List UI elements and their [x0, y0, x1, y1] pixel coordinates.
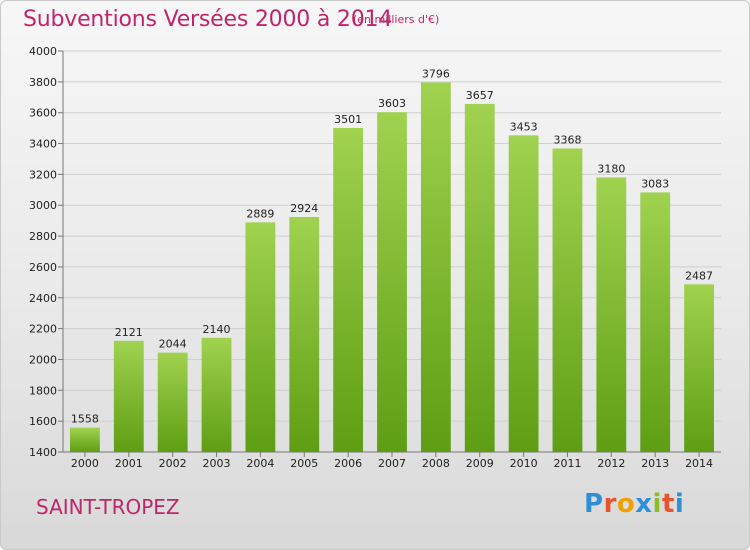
bar-2012	[596, 177, 627, 452]
bars: 1558 2121 2044 2140 2889 2924 3501 3603 3796 3657…	[70, 67, 714, 452]
y-tick-label: 2200	[29, 323, 57, 336]
logo-letter: t	[661, 489, 675, 519]
y-tick-label: 2400	[29, 292, 57, 305]
x-tick-label-2001: 2001	[115, 457, 143, 470]
logo-letter: i	[652, 489, 662, 519]
x-tick-label-2003: 2003	[203, 457, 231, 470]
y-tick-label: 3800	[29, 76, 57, 89]
bar-2005	[289, 216, 320, 452]
bar-2002	[157, 352, 188, 452]
bar-2014	[684, 284, 714, 452]
data-label-2013: 3083	[641, 177, 669, 190]
data-label-2006: 3501	[334, 113, 362, 126]
data-label-2011: 3368	[553, 133, 581, 146]
logo-letter: x	[635, 489, 653, 519]
y-tick-label: 2800	[29, 230, 57, 243]
x-tick-label-2011: 2011	[553, 457, 581, 470]
data-label-2008: 3796	[422, 67, 450, 80]
x-tick-label-2002: 2002	[159, 457, 187, 470]
x-tick-label-2013: 2013	[641, 457, 669, 470]
y-tick-label: 1400	[29, 446, 57, 459]
y-axis: 1400 1600 1800 2000 2200 2400 2600 2800 3000 3200…	[29, 45, 64, 459]
data-label-2002: 2044	[159, 338, 187, 351]
chart-subtitle: (en milliers d'€)	[353, 13, 440, 26]
logo-letter: r	[603, 489, 617, 519]
y-tick-label: 3400	[29, 138, 57, 151]
y-tick-label: 2000	[29, 353, 57, 366]
data-label-2009: 3657	[466, 89, 494, 102]
x-tick-label-2009: 2009	[466, 457, 494, 470]
x-tick-label-2012: 2012	[597, 457, 625, 470]
data-label-2007: 3603	[378, 97, 406, 110]
logo-letter: o	[616, 489, 636, 519]
city-name: SAINT-TROPEZ	[36, 495, 180, 519]
y-tick-label: 3200	[29, 168, 57, 181]
y-tick-label: 2600	[29, 261, 57, 274]
bar-2009	[464, 103, 495, 452]
x-tick-label-2000: 2000	[71, 457, 99, 470]
bar-2004	[245, 222, 276, 452]
bar-2000	[70, 427, 100, 452]
bar-2013	[640, 192, 671, 452]
logo-letter: i	[674, 489, 685, 519]
data-label-2004: 2889	[246, 207, 274, 220]
bar-2006	[333, 127, 364, 452]
y-tick-label: 1800	[29, 384, 57, 397]
bar-2010	[508, 135, 539, 452]
logo-letter: P	[584, 489, 604, 519]
bar-2003	[201, 337, 232, 452]
data-label-2014: 2487	[685, 269, 713, 282]
x-tick-label-2008: 2008	[422, 457, 450, 470]
x-axis: 2000 2001 2002 2003 2004 2005 2006 2007 2008 2009…	[63, 451, 721, 470]
bar-2011	[552, 148, 583, 452]
x-tick-label-2014: 2014	[685, 457, 713, 470]
x-tick-label-2007: 2007	[378, 457, 406, 470]
data-label-2012: 3180	[597, 162, 625, 175]
chart-title: Subventions Versées 2000 à 2014	[23, 7, 393, 32]
data-label-2000: 1558	[71, 413, 99, 426]
bar-2008	[420, 82, 451, 452]
y-tick-label: 3000	[29, 199, 57, 212]
x-tick-label-2005: 2005	[290, 457, 318, 470]
x-tick-label-2004: 2004	[246, 457, 274, 470]
y-tick-label: 1600	[29, 415, 57, 428]
bar-2001	[113, 340, 144, 452]
y-tick-label: 3600	[29, 107, 57, 120]
bar-2007	[377, 112, 407, 452]
x-tick-label-2006: 2006	[334, 457, 362, 470]
data-label-2010: 3453	[510, 120, 538, 133]
data-label-2001: 2121	[115, 326, 143, 339]
y-tick-label: 4000	[29, 45, 57, 58]
proxiti-logo[interactable]: Proxiti	[584, 489, 684, 519]
data-label-2005: 2924	[290, 202, 318, 215]
x-tick-label-2010: 2010	[510, 457, 538, 470]
data-label-2003: 2140	[203, 323, 231, 336]
